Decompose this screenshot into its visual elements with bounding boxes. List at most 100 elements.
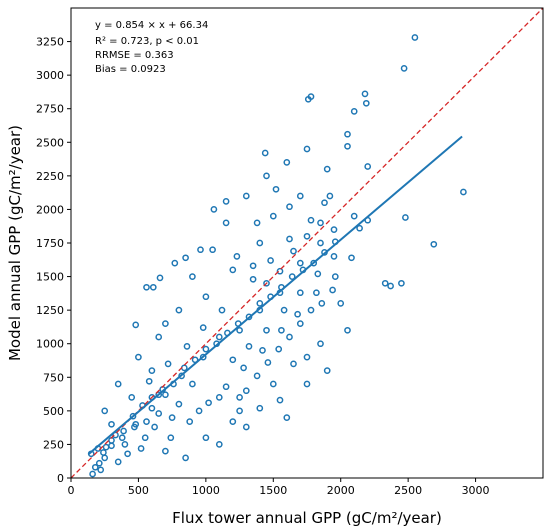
scatter-point bbox=[145, 377, 153, 385]
scatter-point bbox=[182, 454, 189, 462]
scatter-point bbox=[199, 353, 207, 361]
scatter-point bbox=[197, 246, 204, 254]
scatter-point bbox=[286, 203, 293, 211]
y-axis-label: Model annual GPP (gC/m²/year) bbox=[6, 125, 24, 361]
scatter-point bbox=[121, 441, 129, 448]
scatter-point bbox=[175, 400, 183, 408]
scatter-point bbox=[323, 165, 331, 173]
y-tick-label: 2250 bbox=[36, 170, 64, 183]
scatter-point bbox=[400, 65, 408, 72]
y-tick-label: 1250 bbox=[36, 304, 64, 317]
scatter-point bbox=[242, 423, 250, 431]
scatter-point bbox=[253, 372, 261, 380]
scatter-point bbox=[307, 216, 315, 224]
scatter-point bbox=[156, 274, 164, 282]
scatter-point bbox=[288, 273, 296, 280]
scatter-point bbox=[313, 289, 320, 297]
scatter-point bbox=[175, 306, 183, 314]
scatter-point bbox=[310, 259, 318, 267]
scatter-point bbox=[183, 343, 191, 350]
scatter-point bbox=[182, 254, 189, 262]
scatter-point bbox=[318, 300, 326, 307]
scatter-point bbox=[263, 172, 270, 180]
scatter-point bbox=[155, 410, 163, 417]
scatter-point bbox=[249, 262, 257, 270]
y-tick-label: 250 bbox=[43, 438, 64, 451]
scatter-point bbox=[102, 443, 110, 451]
y-tick-label: 1750 bbox=[36, 237, 64, 250]
scatter-point bbox=[218, 306, 226, 314]
scatter-point bbox=[350, 212, 358, 220]
scatter-point bbox=[229, 418, 237, 425]
scatter-point bbox=[164, 360, 172, 368]
x-tick-label: 2500 bbox=[394, 484, 422, 497]
scatter-point bbox=[168, 414, 176, 421]
scatter-point bbox=[124, 450, 131, 458]
scatter-point bbox=[236, 407, 243, 415]
scatter-point bbox=[304, 95, 312, 103]
scatter-point bbox=[202, 434, 210, 442]
scatter-point bbox=[240, 364, 247, 372]
scatter-point bbox=[303, 353, 311, 361]
stats-annotation: y = 0.854 × x + 66.34 R² = 0.723, p < 0.… bbox=[95, 20, 208, 75]
y-tick-label: 2500 bbox=[36, 136, 64, 149]
scatter-point bbox=[344, 130, 351, 138]
scatter-point bbox=[91, 463, 99, 471]
scatter-point bbox=[362, 99, 370, 107]
scatter-point bbox=[294, 310, 301, 318]
scatter-point bbox=[222, 198, 230, 205]
scatter-point bbox=[290, 360, 297, 368]
scatter-point bbox=[344, 142, 351, 150]
y-tick-label: 2000 bbox=[36, 203, 64, 216]
x-tick-label: 1000 bbox=[192, 484, 220, 497]
scatter-point bbox=[236, 394, 243, 401]
y-tick-label: 1500 bbox=[36, 271, 64, 284]
scatter-point bbox=[276, 396, 284, 404]
scatter-point bbox=[245, 313, 253, 321]
x-tick-label: 2000 bbox=[327, 484, 355, 497]
scatter-point bbox=[202, 345, 210, 353]
plot-content bbox=[71, 8, 543, 478]
scatter-point bbox=[128, 394, 136, 401]
scatter-point bbox=[148, 404, 156, 412]
scatter-point bbox=[189, 273, 196, 280]
scatter-point bbox=[317, 340, 324, 348]
scatter-point bbox=[256, 239, 264, 247]
scatter-point bbox=[364, 163, 372, 170]
one-to-one-line bbox=[71, 8, 543, 478]
y-tick-label: 750 bbox=[43, 371, 64, 384]
scatter-point bbox=[303, 380, 311, 388]
scatter-point bbox=[269, 380, 277, 388]
scatter-point bbox=[278, 326, 285, 334]
y-tick-label: 3000 bbox=[36, 69, 64, 82]
scatter-point bbox=[148, 367, 156, 374]
scatter-point bbox=[167, 434, 175, 442]
scatter-point bbox=[162, 391, 169, 399]
scatter-point bbox=[89, 470, 96, 478]
x-tick-label: 0 bbox=[68, 484, 75, 497]
scatter-point bbox=[229, 356, 237, 364]
scatter-point bbox=[131, 423, 138, 431]
scatter-point bbox=[296, 320, 304, 327]
scatter-point bbox=[95, 459, 103, 467]
scatter-point bbox=[275, 345, 283, 353]
scatter-point bbox=[263, 326, 270, 334]
scatter-point bbox=[261, 149, 269, 157]
scatter-point bbox=[222, 219, 230, 227]
scatter-point bbox=[263, 279, 270, 287]
scatter-point bbox=[202, 293, 210, 301]
scatter-point bbox=[129, 412, 137, 420]
scatter-point bbox=[101, 407, 109, 415]
scatter-point bbox=[317, 239, 324, 247]
scatter-point bbox=[460, 188, 467, 196]
scatter-point bbox=[272, 185, 280, 193]
scatter-point bbox=[329, 286, 336, 294]
scatter-point bbox=[296, 259, 304, 267]
scatter-point bbox=[314, 270, 322, 278]
scatter-point bbox=[149, 283, 157, 291]
scatter-point bbox=[141, 434, 149, 442]
scatter-point bbox=[229, 266, 237, 274]
scatter-point bbox=[317, 219, 324, 227]
x-tick-label: 500 bbox=[128, 484, 149, 497]
